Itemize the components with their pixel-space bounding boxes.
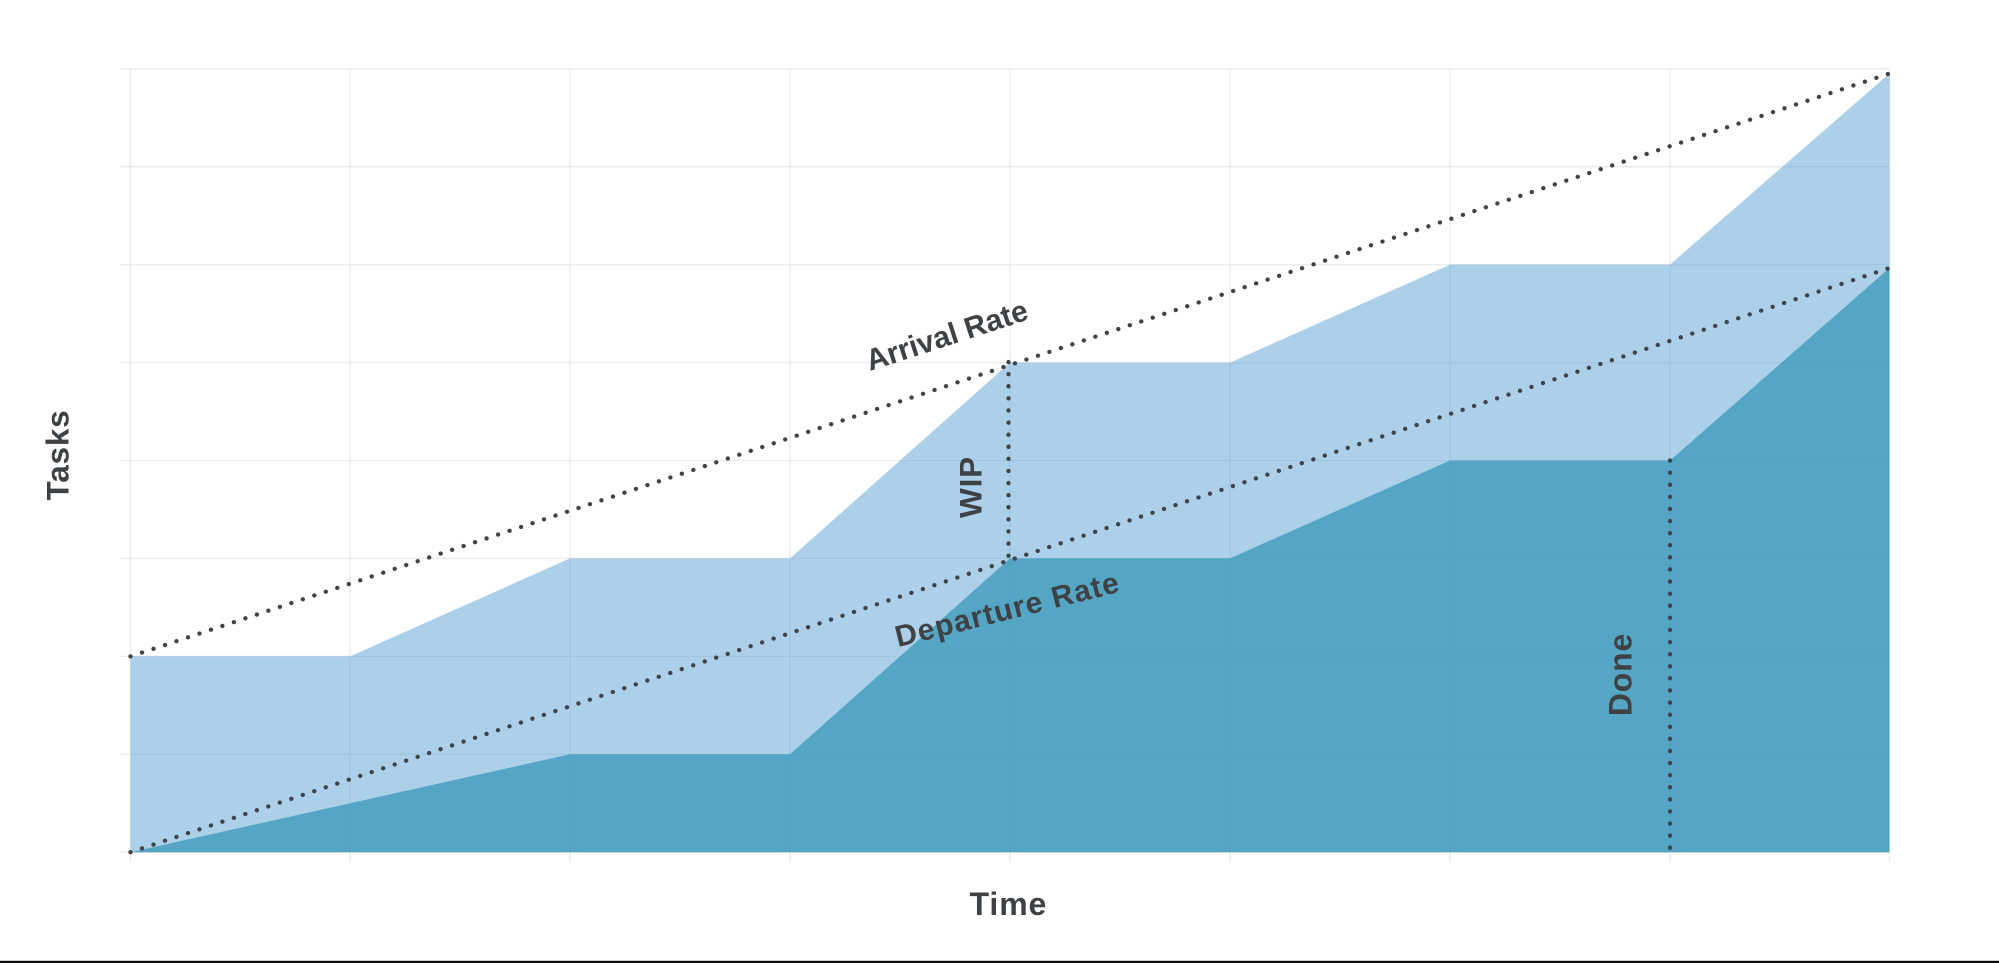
svg-text:Done: Done <box>1603 633 1639 716</box>
svg-text:Time: Time <box>970 886 1048 922</box>
svg-text:WIP: WIP <box>953 456 989 518</box>
svg-text:Tasks: Tasks <box>40 410 76 501</box>
